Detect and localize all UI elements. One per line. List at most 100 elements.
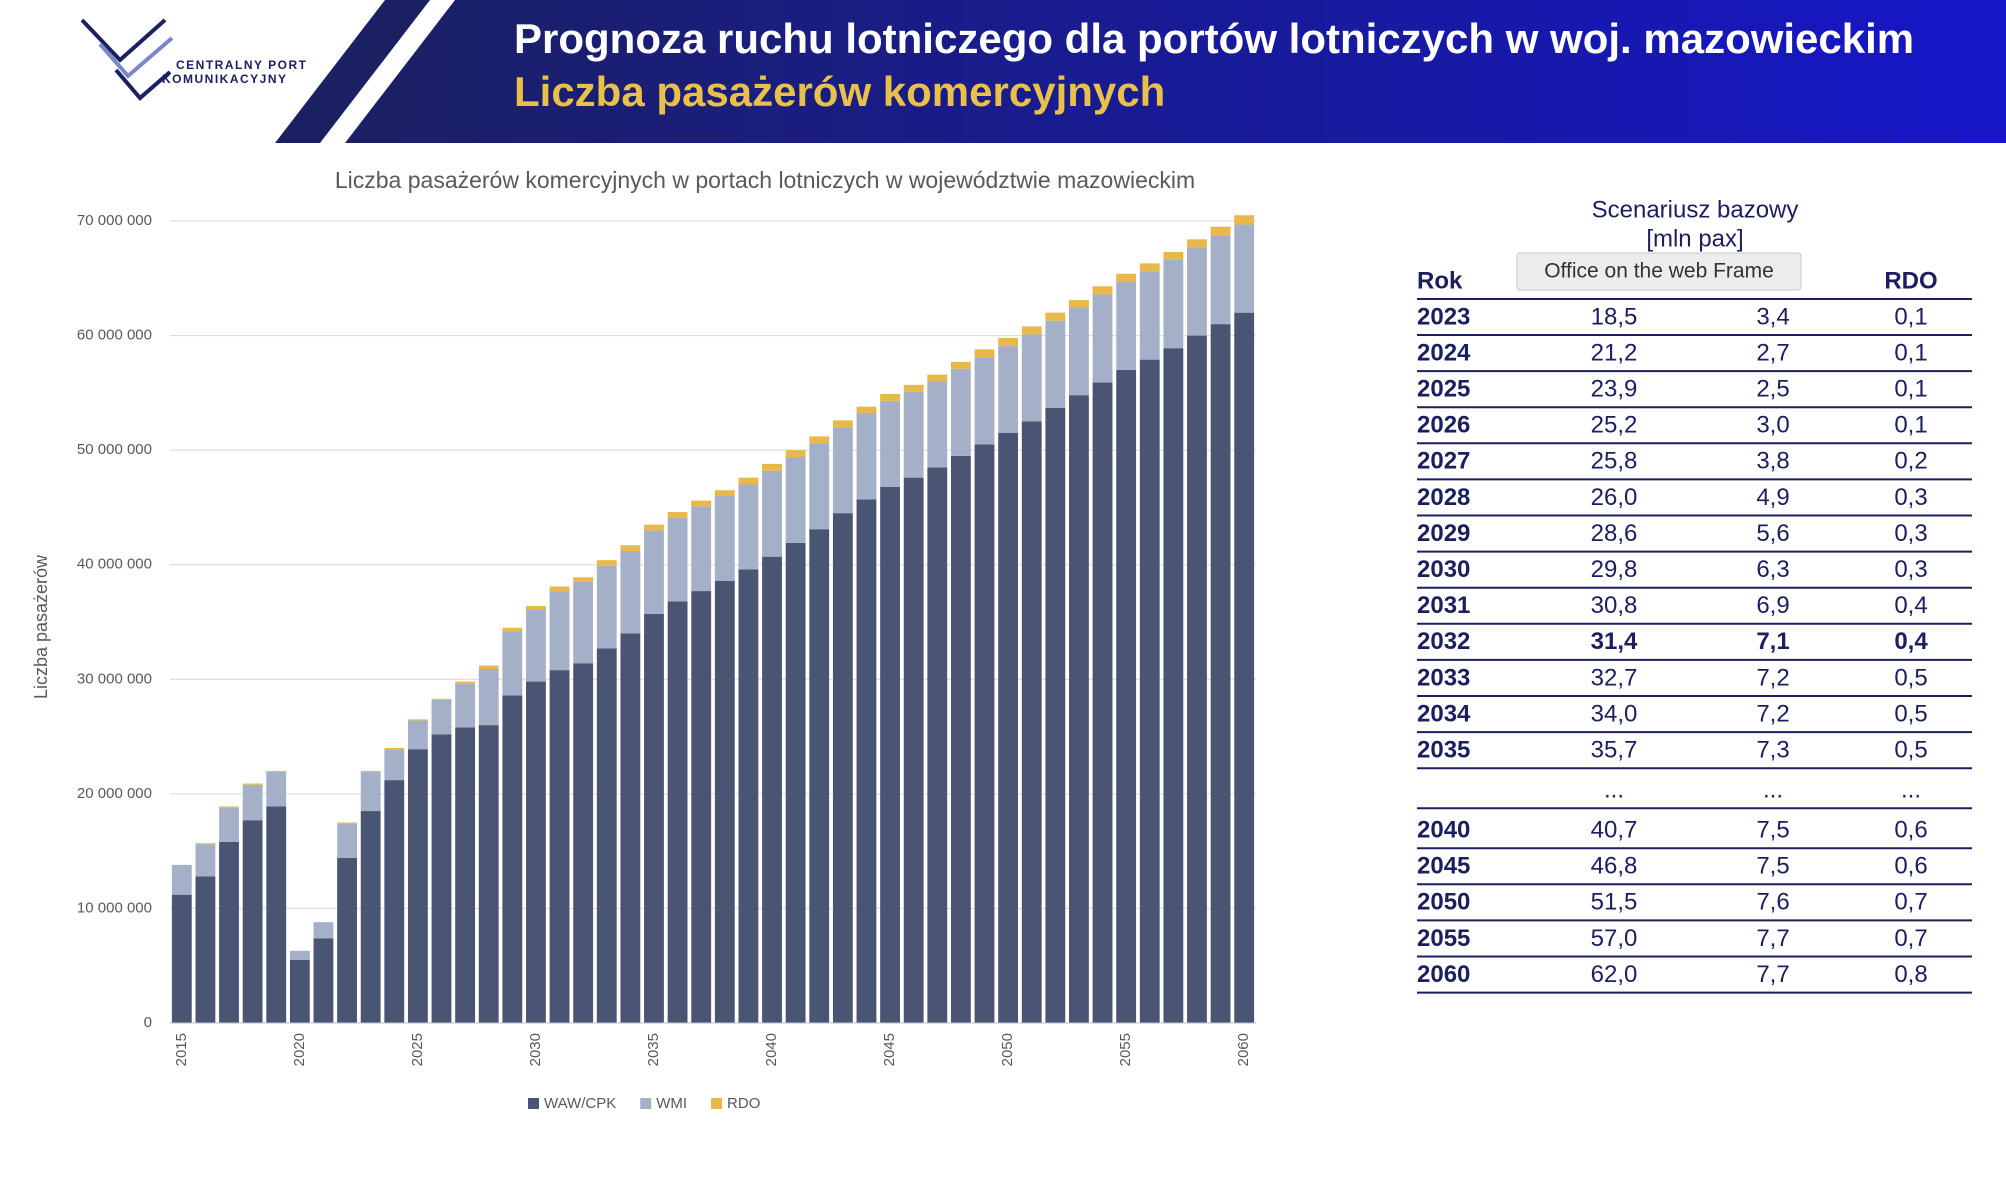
bar-segment [526, 681, 546, 1023]
bar-segment [1116, 273, 1137, 282]
y-tick-label: 60 000 000 [77, 327, 152, 344]
bar-segment [785, 542, 806, 1023]
bar-segment [1021, 334, 1042, 422]
header-subtitle: Liczba pasażerów komercyjnych [514, 68, 1165, 115]
bar-segment [337, 823, 357, 859]
row-year: 2024 [1417, 339, 1471, 366]
bar-segment [1069, 395, 1089, 1023]
bar-segment [1234, 312, 1255, 1024]
bar-segment [738, 477, 759, 485]
cell: 0,4 [1894, 592, 1927, 619]
bar-segment [1163, 259, 1184, 349]
cell: 32,7 [1591, 664, 1638, 691]
cell: 7,6 [1756, 889, 1789, 916]
bar-segment [573, 581, 594, 664]
bar-segment [407, 720, 428, 750]
bar-segment [360, 770, 381, 773]
bar-segment [407, 749, 428, 1023]
bar-segment [950, 361, 971, 369]
bar-segment [762, 470, 782, 557]
bar-segment [856, 413, 877, 500]
bar-segment [644, 613, 664, 1023]
logo [80, 18, 174, 101]
y-tick-label: 50 000 000 [77, 441, 152, 458]
cell: 0,1 [1894, 339, 1927, 366]
bar-segment [644, 524, 664, 531]
row-year: 2040 [1417, 817, 1470, 844]
header-title: Prognoza ruchu lotniczego dla portów lot… [514, 15, 1914, 62]
cell: 57,0 [1591, 925, 1638, 952]
bar-segment [903, 384, 924, 392]
cell: 0,1 [1894, 303, 1927, 330]
bar-segment [596, 648, 617, 1023]
cell: 0,8 [1894, 961, 1927, 988]
header-banner [345, 0, 2006, 143]
table-unit: [mln pax] [1646, 225, 1743, 252]
bar-segment [431, 734, 452, 1023]
x-tick-label: 2055 [1117, 1033, 1134, 1066]
cell: 18,5 [1591, 303, 1638, 330]
bar-segment [549, 670, 570, 1023]
bar-segment [384, 748, 405, 750]
bar-segment [691, 506, 712, 592]
bar-segment [832, 513, 853, 1023]
x-tick-label: 2015 [173, 1033, 190, 1066]
bar-segment [313, 922, 334, 939]
bar-segment [1021, 421, 1042, 1023]
row-year: 2033 [1417, 664, 1470, 691]
bar-segment [832, 420, 853, 428]
cell: 0,3 [1894, 484, 1927, 511]
row-year: 2034 [1417, 700, 1471, 727]
bar-segment [1187, 239, 1207, 248]
bar-segment [950, 368, 971, 456]
cell: 62,0 [1591, 961, 1638, 988]
bar-segment [289, 959, 310, 1023]
bar-segment [478, 725, 499, 1023]
bar-segment [809, 443, 830, 530]
cell: 3,0 [1756, 412, 1789, 439]
bar-segment [431, 698, 452, 700]
cell: 51,5 [1591, 889, 1638, 916]
bar-segment [1187, 247, 1207, 336]
row-year: 2050 [1417, 889, 1470, 916]
row-year: 2060 [1417, 961, 1470, 988]
row-year: 2025 [1417, 376, 1470, 403]
y-tick-label: 30 000 000 [77, 670, 152, 687]
bar-segment [478, 665, 499, 669]
bar-segment [880, 400, 900, 487]
bar-segment [691, 500, 712, 507]
bar-segment [219, 806, 239, 808]
cell: 0,7 [1894, 925, 1927, 952]
cell: 0,3 [1894, 520, 1927, 547]
bar-segment [974, 357, 995, 445]
row-year: 2029 [1417, 520, 1470, 547]
cell: 0,2 [1894, 448, 1927, 475]
bar-segment [384, 780, 405, 1023]
row-year: 2028 [1417, 484, 1470, 511]
legend-label: WMI [656, 1095, 687, 1112]
bar-segment [974, 444, 995, 1023]
x-tick-label: 2045 [881, 1033, 898, 1066]
bar-segment [620, 550, 641, 634]
tooltip-text: Office on the web Frame [1544, 260, 1774, 283]
bar-segment [998, 345, 1019, 433]
bar-segment [1163, 348, 1184, 1023]
bar-segment [1139, 263, 1160, 272]
bar-segment [785, 457, 806, 543]
bar-segment [289, 950, 310, 960]
bar-segment [573, 577, 594, 582]
bar-segment [903, 477, 924, 1023]
bar-segment [667, 517, 688, 602]
bar-segment [596, 560, 617, 566]
y-tick-label: 0 [144, 1014, 152, 1031]
row-year: 2032 [1417, 628, 1470, 655]
bar-segment [1116, 281, 1137, 370]
cell: 0,5 [1894, 700, 1927, 727]
cell: 30,8 [1591, 592, 1638, 619]
chart: 0 10 000 000 20 000 000 30 000 000 40 000 00… [77, 212, 1256, 1112]
bar-segment [998, 337, 1019, 346]
cell: 25,8 [1591, 448, 1638, 475]
x-tick-label: 2050 [999, 1033, 1016, 1066]
bar-segment [313, 938, 334, 1023]
bar-segment [714, 490, 735, 496]
